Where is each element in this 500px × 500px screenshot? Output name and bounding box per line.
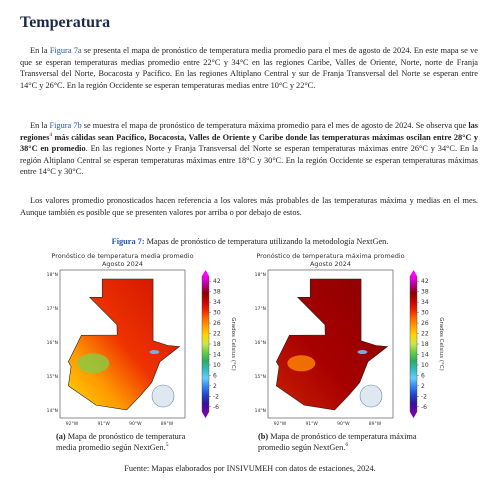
cb-tick-label: 42 xyxy=(421,278,429,285)
cb-tick-label: -6 xyxy=(213,404,219,411)
cb-tick-label: 30 xyxy=(213,310,221,317)
colorbar xyxy=(409,275,418,413)
cb-tick-label: 22 xyxy=(213,331,221,338)
cb-arrow xyxy=(410,270,417,276)
cb-tick-label: 10 xyxy=(421,362,429,369)
cb-tick-label: 2 xyxy=(421,383,425,390)
lat-label: 15°N xyxy=(47,374,58,380)
text-run[interactable]: Figura 7: xyxy=(111,237,145,246)
heading: Temperatura xyxy=(20,14,111,31)
cb-tick-label: 6 xyxy=(421,372,425,379)
logo xyxy=(359,384,383,408)
text-run: 5 xyxy=(165,442,169,449)
cb-tick-label: 10 xyxy=(213,362,221,369)
text-run: las regiones xyxy=(20,121,478,142)
text-run: se muestra el mapa de pronóstico de temp… xyxy=(81,121,469,130)
figure-caption: Figura 7: Mapas de pronóstico de tempera… xyxy=(0,236,500,247)
lon-label: 89°W xyxy=(161,421,174,427)
lat-label: 14°N xyxy=(255,408,266,414)
cb-tick-label: 38 xyxy=(213,289,221,296)
cb-tick-label: 42 xyxy=(213,278,221,285)
cb-tick-label: 22 xyxy=(421,331,429,338)
lon-label: 91°W xyxy=(97,421,110,427)
map-subtitle: Agosto 2024 xyxy=(102,260,143,268)
text-run: Mapa de pronóstico de temperatura máxima… xyxy=(258,432,417,452)
cb-tick-label: 30 xyxy=(421,310,429,317)
lake xyxy=(357,350,368,355)
cb-tick-label: 38 xyxy=(421,289,429,296)
lat-label: 16°N xyxy=(255,340,266,346)
text-run[interactable]: Figura 7b xyxy=(49,121,82,130)
lat-label: 17°N xyxy=(47,306,58,312)
lon-label: 90°W xyxy=(129,421,142,427)
lat-label: 18°N xyxy=(255,272,266,278)
text-run: (a) xyxy=(56,432,66,441)
cb-tick-label: 2 xyxy=(213,383,217,390)
cb-tick-label: 14 xyxy=(421,351,429,358)
map-title: Pronóstico de temperatura máxima promedi… xyxy=(256,252,404,260)
figure: Pronóstico de temperatura media promedio… xyxy=(47,252,444,427)
map-title: Pronóstico de temperatura media promedio xyxy=(51,252,193,260)
lon-label: 89°W xyxy=(369,421,382,427)
cb-arrow xyxy=(202,412,209,418)
lat-label: 16°N xyxy=(47,340,58,346)
paragraph: Los valores promedio pronosticados hacen… xyxy=(20,195,478,218)
lat-label: 18°N xyxy=(47,272,58,278)
text-run: En la xyxy=(30,121,50,130)
cb-label: Grados Celsius (°C) xyxy=(230,317,236,371)
cb-tick-label: 18 xyxy=(213,341,221,348)
lon-label: 92°W xyxy=(66,421,79,427)
text-run[interactable]: Figura 7a xyxy=(49,46,82,55)
cb-tick-label: 6 xyxy=(213,372,217,379)
subcaption: (a) Mapa de pronóstico de temperatura me… xyxy=(56,431,206,453)
lon-label: 90°W xyxy=(337,421,350,427)
lon-label: 91°W xyxy=(305,421,318,427)
highlands xyxy=(77,353,110,374)
text-run: 4 xyxy=(49,131,53,138)
paragraph: En la Figura 7a se presenta el mapa de p… xyxy=(20,45,478,91)
colorbar xyxy=(201,275,210,413)
cb-tick-label: 26 xyxy=(213,320,221,327)
lat-label: 14°N xyxy=(47,408,58,414)
lake xyxy=(149,350,160,355)
lat-label: 15°N xyxy=(255,374,266,380)
cb-tick-label: 14 xyxy=(213,351,221,358)
cb-tick-label: 18 xyxy=(421,341,429,348)
lon-label: 92°W xyxy=(274,421,287,427)
country xyxy=(67,278,181,411)
text-run: 6 xyxy=(345,442,349,449)
text-run: más cálidas sean Pacífico, Bocacosta, Va… xyxy=(20,132,478,154)
logo xyxy=(151,384,175,408)
text-run: Mapa de pronóstico de temperatura media … xyxy=(56,432,186,452)
cb-tick-label: -2 xyxy=(421,393,427,400)
text-run: Los valores promedio pronosticados hacen… xyxy=(20,196,478,217)
text-run: . En las regiones Norte y Franja Transve… xyxy=(20,144,478,177)
paragraph: En la Figura 7b se muestra el mapa de pr… xyxy=(20,120,478,178)
cb-label: Grados Celsius (°C) xyxy=(438,317,444,371)
text-run: En la xyxy=(30,46,50,55)
cb-tick-label: 34 xyxy=(213,299,221,306)
map-subtitle: Agosto 2024 xyxy=(310,260,351,268)
source: Fuente: Mapas elaborados por INSIVUMEH c… xyxy=(124,464,376,473)
text-run: Mapas de pronóstico de temperatura utili… xyxy=(144,237,389,246)
country xyxy=(275,278,389,411)
text-run: se presenta el mapa de pronóstico de tem… xyxy=(20,46,478,90)
text-run: (b) xyxy=(258,432,269,441)
subcaption: (b) Mapa de pronóstico de temperatura má… xyxy=(258,431,418,453)
highlands xyxy=(287,355,316,372)
cb-arrow xyxy=(202,270,209,276)
cb-tick-label: 34 xyxy=(421,299,429,306)
cb-tick-label: 26 xyxy=(421,320,429,327)
lat-label: 17°N xyxy=(255,306,266,312)
cb-tick-label: -6 xyxy=(421,404,427,411)
cb-tick-label: -2 xyxy=(213,393,219,400)
cb-arrow xyxy=(410,412,417,418)
